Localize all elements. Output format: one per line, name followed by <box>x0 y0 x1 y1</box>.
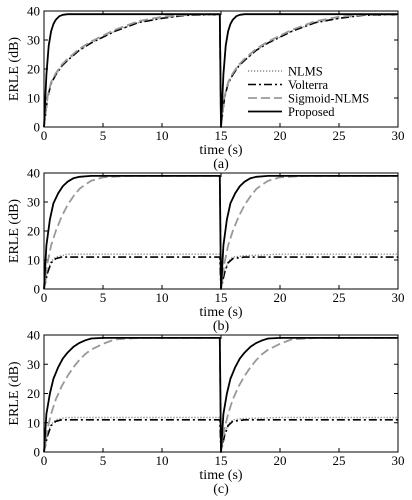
y-tick-label: 30 <box>27 195 40 210</box>
x-tick-label: 0 <box>41 128 48 143</box>
x-tick-label: 20 <box>274 453 287 468</box>
series-line-proposed <box>43 13 398 128</box>
x-tick-label: 30 <box>392 128 405 143</box>
x-axis-label: time (s) <box>199 143 242 158</box>
x-tick-label: 15 <box>215 453 228 468</box>
y-axis-label: ERLE (dB) <box>7 199 22 263</box>
y-tick-label: 10 <box>27 415 40 430</box>
series-line-volterra <box>43 256 398 290</box>
y-tick-label: 0 <box>34 282 41 297</box>
x-axis-label: time (s) <box>199 468 242 483</box>
x-axis-label: time (s) <box>199 305 242 320</box>
y-tick-label: 40 <box>27 328 40 343</box>
x-tick-label: 20 <box>274 290 287 305</box>
chart-panel-1: 0 5 10 15 20 25 30 0 10 20 30 40 time (s)(a) ERLE (dB… <box>7 4 405 173</box>
x-tick-label: 25 <box>333 128 346 143</box>
y-tick-label: 20 <box>27 386 40 401</box>
x-tick-label: 5 <box>100 128 107 143</box>
y-tick-label: 10 <box>27 253 40 268</box>
y-axis-label: ERLE (dB) <box>7 37 22 101</box>
series-line-nlms <box>43 416 398 453</box>
x-tick-label: 15 <box>215 128 228 143</box>
y-tick-label: 30 <box>27 357 40 372</box>
panel-label: (a) <box>213 157 229 172</box>
legend-entry: Proposed <box>288 105 335 119</box>
y-tick-label: 0 <box>34 445 41 460</box>
panel-label: (b) <box>213 319 230 334</box>
y-tick-label: 40 <box>27 166 40 181</box>
x-tick-label: 20 <box>274 128 287 143</box>
x-tick-label: 30 <box>392 290 405 305</box>
x-tick-label: 10 <box>156 453 169 468</box>
x-tick-label: 30 <box>392 453 405 468</box>
series-line-nlms <box>43 253 398 290</box>
x-tick-label: 0 <box>41 453 48 468</box>
legend-entry: NLMS <box>288 65 323 79</box>
y-tick-label: 0 <box>34 120 41 135</box>
y-tick-label: 10 <box>27 91 40 106</box>
y-tick-label: 40 <box>27 4 40 19</box>
chart-panel-3: 0 5 10 15 20 25 30 0 10 20 30 40 time (s)(c) ERLE (dB… <box>7 328 405 498</box>
x-tick-label: 25 <box>333 290 346 305</box>
chart-panel-2: 0 5 10 15 20 25 30 0 10 20 30 40 time (s)(b) ERLE (dB… <box>7 166 405 335</box>
series-line-proposed <box>43 336 398 453</box>
y-tick-label: 20 <box>27 224 40 239</box>
legend-entry: Volterra <box>288 78 328 92</box>
legend-entry: Sigmoid-NLMS <box>288 92 369 106</box>
panel-label: (c) <box>213 482 229 497</box>
y-tick-label: 30 <box>27 33 40 48</box>
x-tick-label: 0 <box>41 290 48 305</box>
x-tick-label: 5 <box>100 290 107 305</box>
x-tick-label: 15 <box>215 290 228 305</box>
series-line-volterra <box>43 418 398 453</box>
x-tick-label: 10 <box>156 128 169 143</box>
x-tick-label: 5 <box>100 453 107 468</box>
y-tick-label: 20 <box>27 62 40 77</box>
x-tick-label: 10 <box>156 290 169 305</box>
series-line-proposed <box>43 174 398 290</box>
x-tick-label: 25 <box>333 453 346 468</box>
y-axis-label: ERLE (dB) <box>7 361 22 425</box>
